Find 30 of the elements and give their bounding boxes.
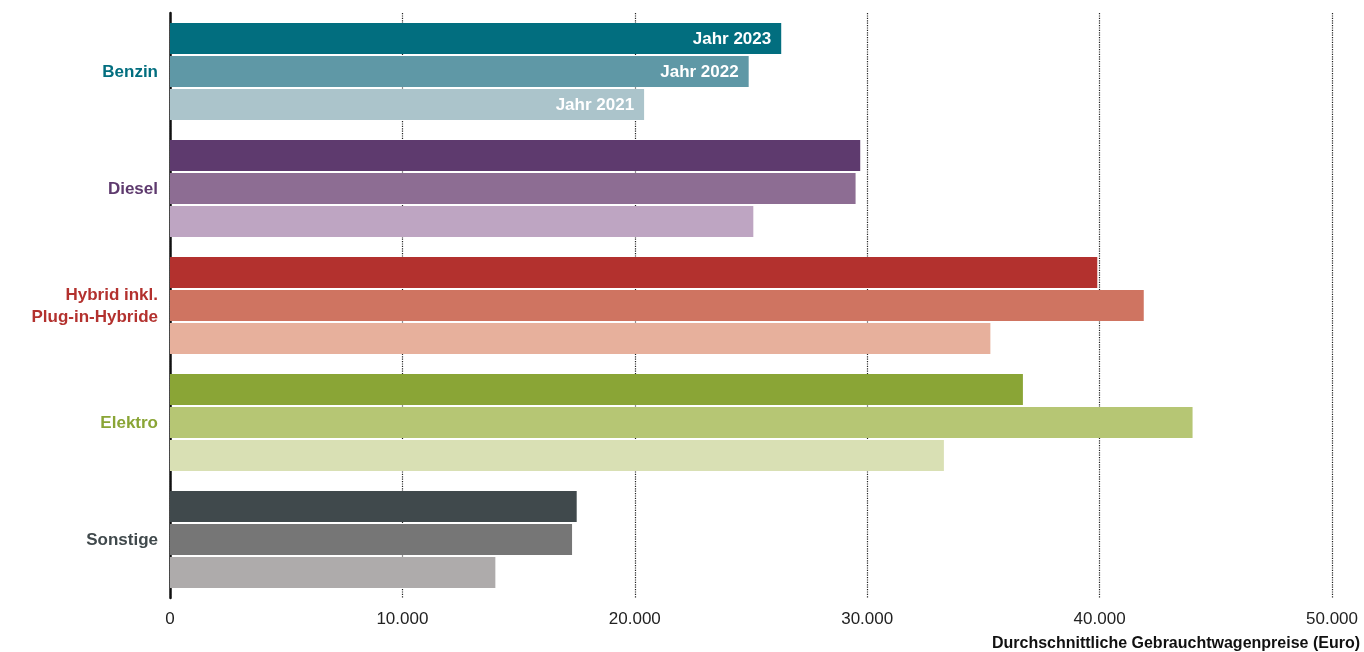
y-tick-label: Benzin xyxy=(102,62,158,81)
bar xyxy=(170,88,645,121)
x-tick-label: 30.000 xyxy=(841,609,894,628)
bar xyxy=(170,139,861,172)
x-axis-title: Durchschnittliche Gebrauchtwagenpreise (Euro) xyxy=(991,633,1361,651)
bar xyxy=(170,172,856,205)
bar xyxy=(170,439,944,472)
y-tick-label: Elektro xyxy=(100,413,158,432)
y-tick-label: Hybrid inkl. Plug-in-Hybride xyxy=(31,285,158,326)
bar xyxy=(170,373,1023,406)
x-tick-label: 50.000 xyxy=(1306,609,1358,628)
bar xyxy=(170,22,782,55)
x-tick-label: 10.000 xyxy=(376,609,429,628)
bar xyxy=(170,289,1144,322)
bar xyxy=(170,406,1193,439)
x-tick-label: 40.000 xyxy=(1073,609,1126,628)
bar xyxy=(170,556,496,589)
x-tick-label: 0 xyxy=(165,609,175,628)
bar xyxy=(170,205,754,238)
bar xyxy=(170,490,577,523)
series-label: Jahr 2021 xyxy=(555,94,635,114)
bar xyxy=(170,55,749,88)
series-label: Jahr 2022 xyxy=(660,62,739,81)
bar xyxy=(170,256,1098,289)
y-tick-label: Diesel xyxy=(107,179,158,198)
series-label: Jahr 2023 xyxy=(692,29,772,49)
bar xyxy=(170,523,573,556)
x-tick-label: 20.000 xyxy=(608,609,661,628)
y-tick-label: Sonstige xyxy=(86,530,158,549)
bar xyxy=(170,322,991,355)
